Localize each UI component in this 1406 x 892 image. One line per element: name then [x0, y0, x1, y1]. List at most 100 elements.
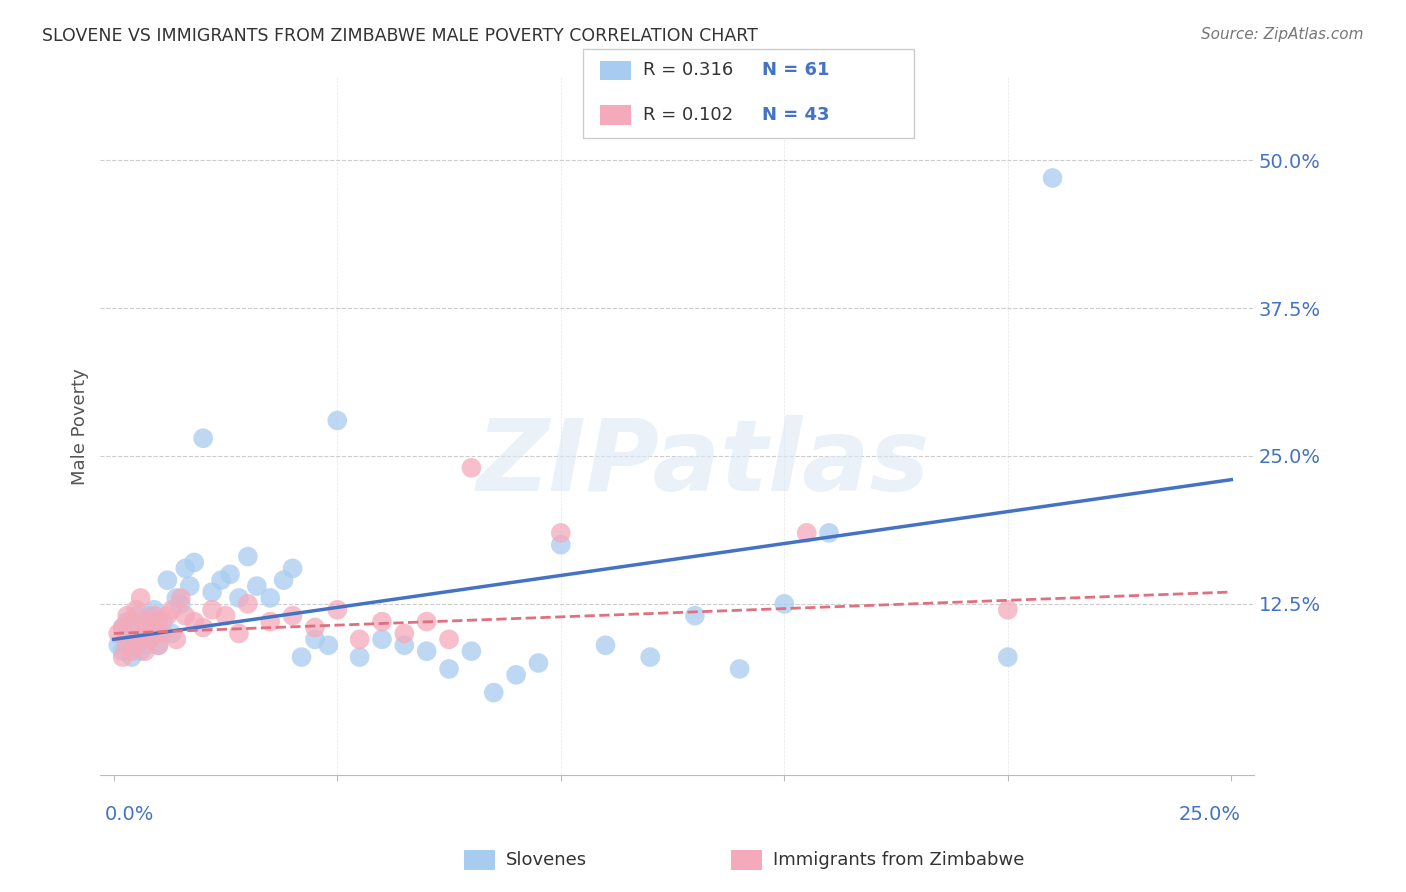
Point	[115, 608, 138, 623]
Point	[179, 579, 201, 593]
Point	[143, 608, 166, 623]
Point	[796, 525, 818, 540]
Point	[138, 620, 160, 634]
Point	[152, 615, 174, 629]
Point	[125, 638, 148, 652]
Point	[115, 632, 138, 647]
Point	[460, 644, 482, 658]
Point	[148, 626, 170, 640]
Point	[165, 591, 187, 605]
Point	[121, 615, 143, 629]
Point	[437, 662, 460, 676]
Point	[107, 626, 129, 640]
Point	[156, 573, 179, 587]
Point	[527, 656, 550, 670]
Point	[349, 632, 371, 647]
Text: Source: ZipAtlas.com: Source: ZipAtlas.com	[1201, 27, 1364, 42]
Point	[125, 632, 148, 647]
Point	[394, 626, 416, 640]
Point	[482, 685, 505, 699]
Point	[349, 650, 371, 665]
Point	[152, 626, 174, 640]
Point	[107, 638, 129, 652]
Point	[193, 620, 215, 634]
Point	[228, 626, 250, 640]
Text: SLOVENE VS IMMIGRANTS FROM ZIMBABWE MALE POVERTY CORRELATION CHART: SLOVENE VS IMMIGRANTS FROM ZIMBABWE MALE…	[42, 27, 758, 45]
Point	[201, 603, 224, 617]
Point	[290, 650, 312, 665]
Point	[259, 615, 281, 629]
Point	[138, 632, 160, 647]
Point	[997, 650, 1019, 665]
Point	[818, 525, 841, 540]
Point	[394, 638, 416, 652]
Point	[148, 638, 170, 652]
Point	[129, 626, 152, 640]
Point	[326, 413, 349, 427]
Point	[219, 567, 242, 582]
Point	[273, 573, 295, 587]
Point	[138, 608, 160, 623]
Point	[170, 591, 193, 605]
Point	[505, 668, 527, 682]
Point	[236, 597, 259, 611]
Point	[160, 603, 183, 617]
Point	[125, 603, 148, 617]
Point	[281, 608, 304, 623]
Point	[115, 626, 138, 640]
Point	[143, 626, 166, 640]
Text: N = 43: N = 43	[762, 106, 830, 124]
Point	[1042, 171, 1064, 186]
Point	[371, 632, 394, 647]
Point	[170, 597, 193, 611]
Point	[997, 603, 1019, 617]
Text: R = 0.102: R = 0.102	[643, 106, 733, 124]
Point	[281, 561, 304, 575]
Point	[134, 620, 156, 634]
Point	[415, 644, 437, 658]
Point	[209, 573, 232, 587]
Point	[156, 608, 179, 623]
Point	[138, 632, 160, 647]
Point	[121, 626, 143, 640]
Point	[115, 638, 138, 652]
Point	[415, 615, 437, 629]
Point	[259, 591, 281, 605]
Point	[318, 638, 340, 652]
Text: Slovenes: Slovenes	[506, 851, 588, 869]
Text: R = 0.316: R = 0.316	[643, 62, 733, 79]
Point	[143, 603, 166, 617]
Point	[174, 561, 197, 575]
Point	[460, 460, 482, 475]
Point	[638, 650, 661, 665]
Point	[134, 644, 156, 658]
Point	[129, 591, 152, 605]
Point	[160, 626, 183, 640]
Point	[111, 620, 134, 634]
Text: 25.0%: 25.0%	[1178, 805, 1240, 824]
Point	[165, 632, 187, 647]
Point	[236, 549, 259, 564]
Point	[550, 538, 572, 552]
Point	[550, 525, 572, 540]
Text: Immigrants from Zimbabwe: Immigrants from Zimbabwe	[773, 851, 1025, 869]
Point	[129, 626, 152, 640]
Point	[125, 632, 148, 647]
Point	[728, 662, 751, 676]
Point	[111, 644, 134, 658]
Point	[214, 608, 236, 623]
Point	[595, 638, 617, 652]
Point	[134, 615, 156, 629]
Point	[683, 608, 706, 623]
Point	[115, 615, 138, 629]
Point	[129, 644, 152, 658]
Point	[174, 608, 197, 623]
Point	[111, 650, 134, 665]
Text: ZIPatlas: ZIPatlas	[477, 416, 929, 512]
Point	[437, 632, 460, 647]
Point	[148, 615, 170, 629]
Point	[201, 585, 224, 599]
Point	[304, 632, 326, 647]
Point	[125, 608, 148, 623]
Point	[121, 650, 143, 665]
